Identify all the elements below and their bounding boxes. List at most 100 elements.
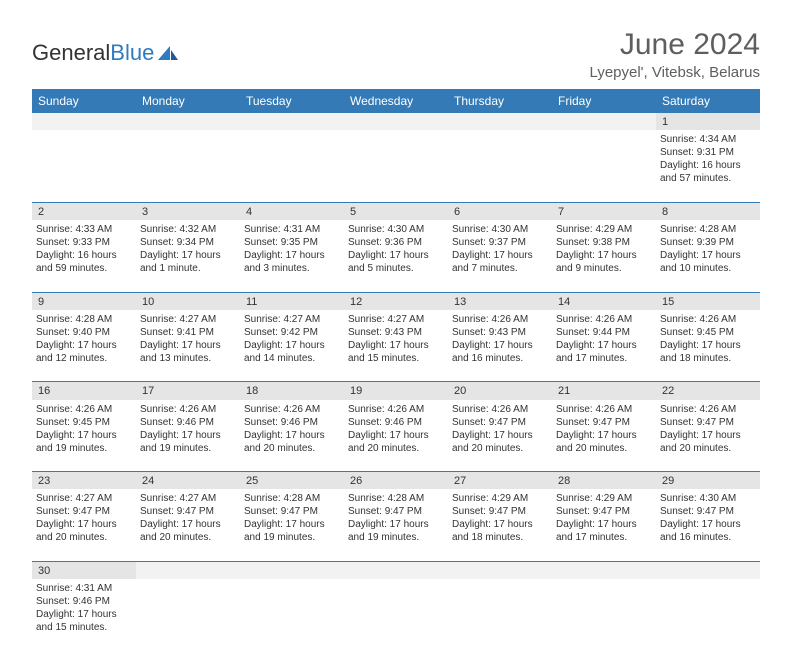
day-data-cell: Sunrise: 4:31 AMSunset: 9:46 PMDaylight:… xyxy=(32,579,136,651)
day-number-cell: 12 xyxy=(344,292,448,310)
sunset-text: Sunset: 9:47 PM xyxy=(556,416,652,429)
day-data-cell: Sunrise: 4:26 AMSunset: 9:47 PMDaylight:… xyxy=(448,400,552,472)
day-number-cell: 19 xyxy=(344,382,448,400)
day-data-cell: Sunrise: 4:29 AMSunset: 9:38 PMDaylight:… xyxy=(552,220,656,292)
day-data-cell: Sunrise: 4:27 AMSunset: 9:43 PMDaylight:… xyxy=(344,310,448,382)
page-header: GeneralBlue June 2024 Lyepyel', Vitebsk,… xyxy=(32,28,760,81)
sunset-text: Sunset: 9:44 PM xyxy=(556,326,652,339)
daylight-text: Daylight: 17 hours and 17 minutes. xyxy=(556,339,652,365)
sunrise-text: Sunrise: 4:31 AM xyxy=(36,582,132,595)
brand-part2: Blue xyxy=(110,40,154,66)
sunset-text: Sunset: 9:41 PM xyxy=(140,326,236,339)
day-number-cell xyxy=(344,113,448,130)
sunrise-text: Sunrise: 4:29 AM xyxy=(556,223,652,236)
daylight-text: Daylight: 16 hours and 57 minutes. xyxy=(660,159,756,185)
daylight-text: Daylight: 17 hours and 14 minutes. xyxy=(244,339,340,365)
day-number-cell: 16 xyxy=(32,382,136,400)
day-number-cell: 27 xyxy=(448,472,552,490)
sunrise-text: Sunrise: 4:26 AM xyxy=(556,403,652,416)
day-header: Friday xyxy=(552,89,656,113)
day-data-cell xyxy=(32,130,136,202)
day-number-cell: 18 xyxy=(240,382,344,400)
data-row: Sunrise: 4:27 AMSunset: 9:47 PMDaylight:… xyxy=(32,489,760,561)
daynum-row: 16171819202122 xyxy=(32,382,760,400)
day-data-cell xyxy=(656,579,760,651)
daylight-text: Daylight: 17 hours and 17 minutes. xyxy=(556,518,652,544)
sunset-text: Sunset: 9:47 PM xyxy=(244,505,340,518)
page-title: June 2024 xyxy=(590,28,760,62)
daynum-row: 30 xyxy=(32,561,760,579)
data-row: Sunrise: 4:28 AMSunset: 9:40 PMDaylight:… xyxy=(32,310,760,382)
day-number-cell: 26 xyxy=(344,472,448,490)
day-data-cell xyxy=(136,579,240,651)
sunrise-text: Sunrise: 4:26 AM xyxy=(556,313,652,326)
daylight-text: Daylight: 17 hours and 7 minutes. xyxy=(452,249,548,275)
sunset-text: Sunset: 9:39 PM xyxy=(660,236,756,249)
sunrise-text: Sunrise: 4:29 AM xyxy=(556,492,652,505)
sail-icon xyxy=(156,44,180,62)
day-data-cell: Sunrise: 4:28 AMSunset: 9:40 PMDaylight:… xyxy=(32,310,136,382)
daylight-text: Daylight: 17 hours and 15 minutes. xyxy=(348,339,444,365)
daylight-text: Daylight: 17 hours and 16 minutes. xyxy=(452,339,548,365)
sunrise-text: Sunrise: 4:26 AM xyxy=(660,403,756,416)
daylight-text: Daylight: 16 hours and 59 minutes. xyxy=(36,249,132,275)
sunset-text: Sunset: 9:43 PM xyxy=(348,326,444,339)
day-data-cell: Sunrise: 4:27 AMSunset: 9:41 PMDaylight:… xyxy=(136,310,240,382)
day-number-cell: 1 xyxy=(656,113,760,130)
sunrise-text: Sunrise: 4:26 AM xyxy=(452,313,548,326)
day-data-cell: Sunrise: 4:28 AMSunset: 9:39 PMDaylight:… xyxy=(656,220,760,292)
sunrise-text: Sunrise: 4:26 AM xyxy=(36,403,132,416)
brand-part1: General xyxy=(32,40,110,66)
day-number-cell: 14 xyxy=(552,292,656,310)
daylight-text: Daylight: 17 hours and 12 minutes. xyxy=(36,339,132,365)
daylight-text: Daylight: 17 hours and 15 minutes. xyxy=(36,608,132,634)
data-row: Sunrise: 4:34 AMSunset: 9:31 PMDaylight:… xyxy=(32,130,760,202)
daylight-text: Daylight: 17 hours and 20 minutes. xyxy=(140,518,236,544)
sunset-text: Sunset: 9:47 PM xyxy=(452,416,548,429)
sunset-text: Sunset: 9:45 PM xyxy=(36,416,132,429)
day-data-cell: Sunrise: 4:26 AMSunset: 9:46 PMDaylight:… xyxy=(136,400,240,472)
day-data-cell: Sunrise: 4:27 AMSunset: 9:42 PMDaylight:… xyxy=(240,310,344,382)
day-number-cell: 8 xyxy=(656,202,760,220)
data-row: Sunrise: 4:33 AMSunset: 9:33 PMDaylight:… xyxy=(32,220,760,292)
calendar-page: GeneralBlue June 2024 Lyepyel', Vitebsk,… xyxy=(0,0,792,671)
day-number-cell: 10 xyxy=(136,292,240,310)
daylight-text: Daylight: 17 hours and 20 minutes. xyxy=(556,429,652,455)
day-data-cell: Sunrise: 4:27 AMSunset: 9:47 PMDaylight:… xyxy=(32,489,136,561)
day-data-cell: Sunrise: 4:26 AMSunset: 9:43 PMDaylight:… xyxy=(448,310,552,382)
day-data-cell: Sunrise: 4:29 AMSunset: 9:47 PMDaylight:… xyxy=(448,489,552,561)
daylight-text: Daylight: 17 hours and 19 minutes. xyxy=(348,518,444,544)
day-number-cell xyxy=(240,113,344,130)
sunrise-text: Sunrise: 4:26 AM xyxy=(140,403,236,416)
day-data-cell: Sunrise: 4:30 AMSunset: 9:47 PMDaylight:… xyxy=(656,489,760,561)
sunset-text: Sunset: 9:46 PM xyxy=(348,416,444,429)
daylight-text: Daylight: 17 hours and 10 minutes. xyxy=(660,249,756,275)
day-header: Tuesday xyxy=(240,89,344,113)
calendar-table: Sunday Monday Tuesday Wednesday Thursday… xyxy=(32,89,760,651)
day-data-cell xyxy=(240,130,344,202)
sunset-text: Sunset: 9:34 PM xyxy=(140,236,236,249)
day-data-cell: Sunrise: 4:31 AMSunset: 9:35 PMDaylight:… xyxy=(240,220,344,292)
day-number-cell: 17 xyxy=(136,382,240,400)
day-number-cell xyxy=(136,113,240,130)
sunrise-text: Sunrise: 4:28 AM xyxy=(244,492,340,505)
sunrise-text: Sunrise: 4:27 AM xyxy=(140,313,236,326)
day-data-cell: Sunrise: 4:26 AMSunset: 9:45 PMDaylight:… xyxy=(32,400,136,472)
sunset-text: Sunset: 9:46 PM xyxy=(244,416,340,429)
location-text: Lyepyel', Vitebsk, Belarus xyxy=(590,64,760,81)
day-data-cell: Sunrise: 4:27 AMSunset: 9:47 PMDaylight:… xyxy=(136,489,240,561)
sunrise-text: Sunrise: 4:32 AM xyxy=(140,223,236,236)
sunrise-text: Sunrise: 4:30 AM xyxy=(348,223,444,236)
sunset-text: Sunset: 9:36 PM xyxy=(348,236,444,249)
sunrise-text: Sunrise: 4:26 AM xyxy=(348,403,444,416)
day-number-cell xyxy=(240,561,344,579)
daylight-text: Daylight: 17 hours and 20 minutes. xyxy=(348,429,444,455)
day-data-cell: Sunrise: 4:33 AMSunset: 9:33 PMDaylight:… xyxy=(32,220,136,292)
day-number-cell xyxy=(656,561,760,579)
day-data-cell xyxy=(552,130,656,202)
sunrise-text: Sunrise: 4:27 AM xyxy=(348,313,444,326)
daylight-text: Daylight: 17 hours and 1 minute. xyxy=(140,249,236,275)
sunset-text: Sunset: 9:45 PM xyxy=(660,326,756,339)
sunset-text: Sunset: 9:47 PM xyxy=(660,505,756,518)
daylight-text: Daylight: 17 hours and 5 minutes. xyxy=(348,249,444,275)
